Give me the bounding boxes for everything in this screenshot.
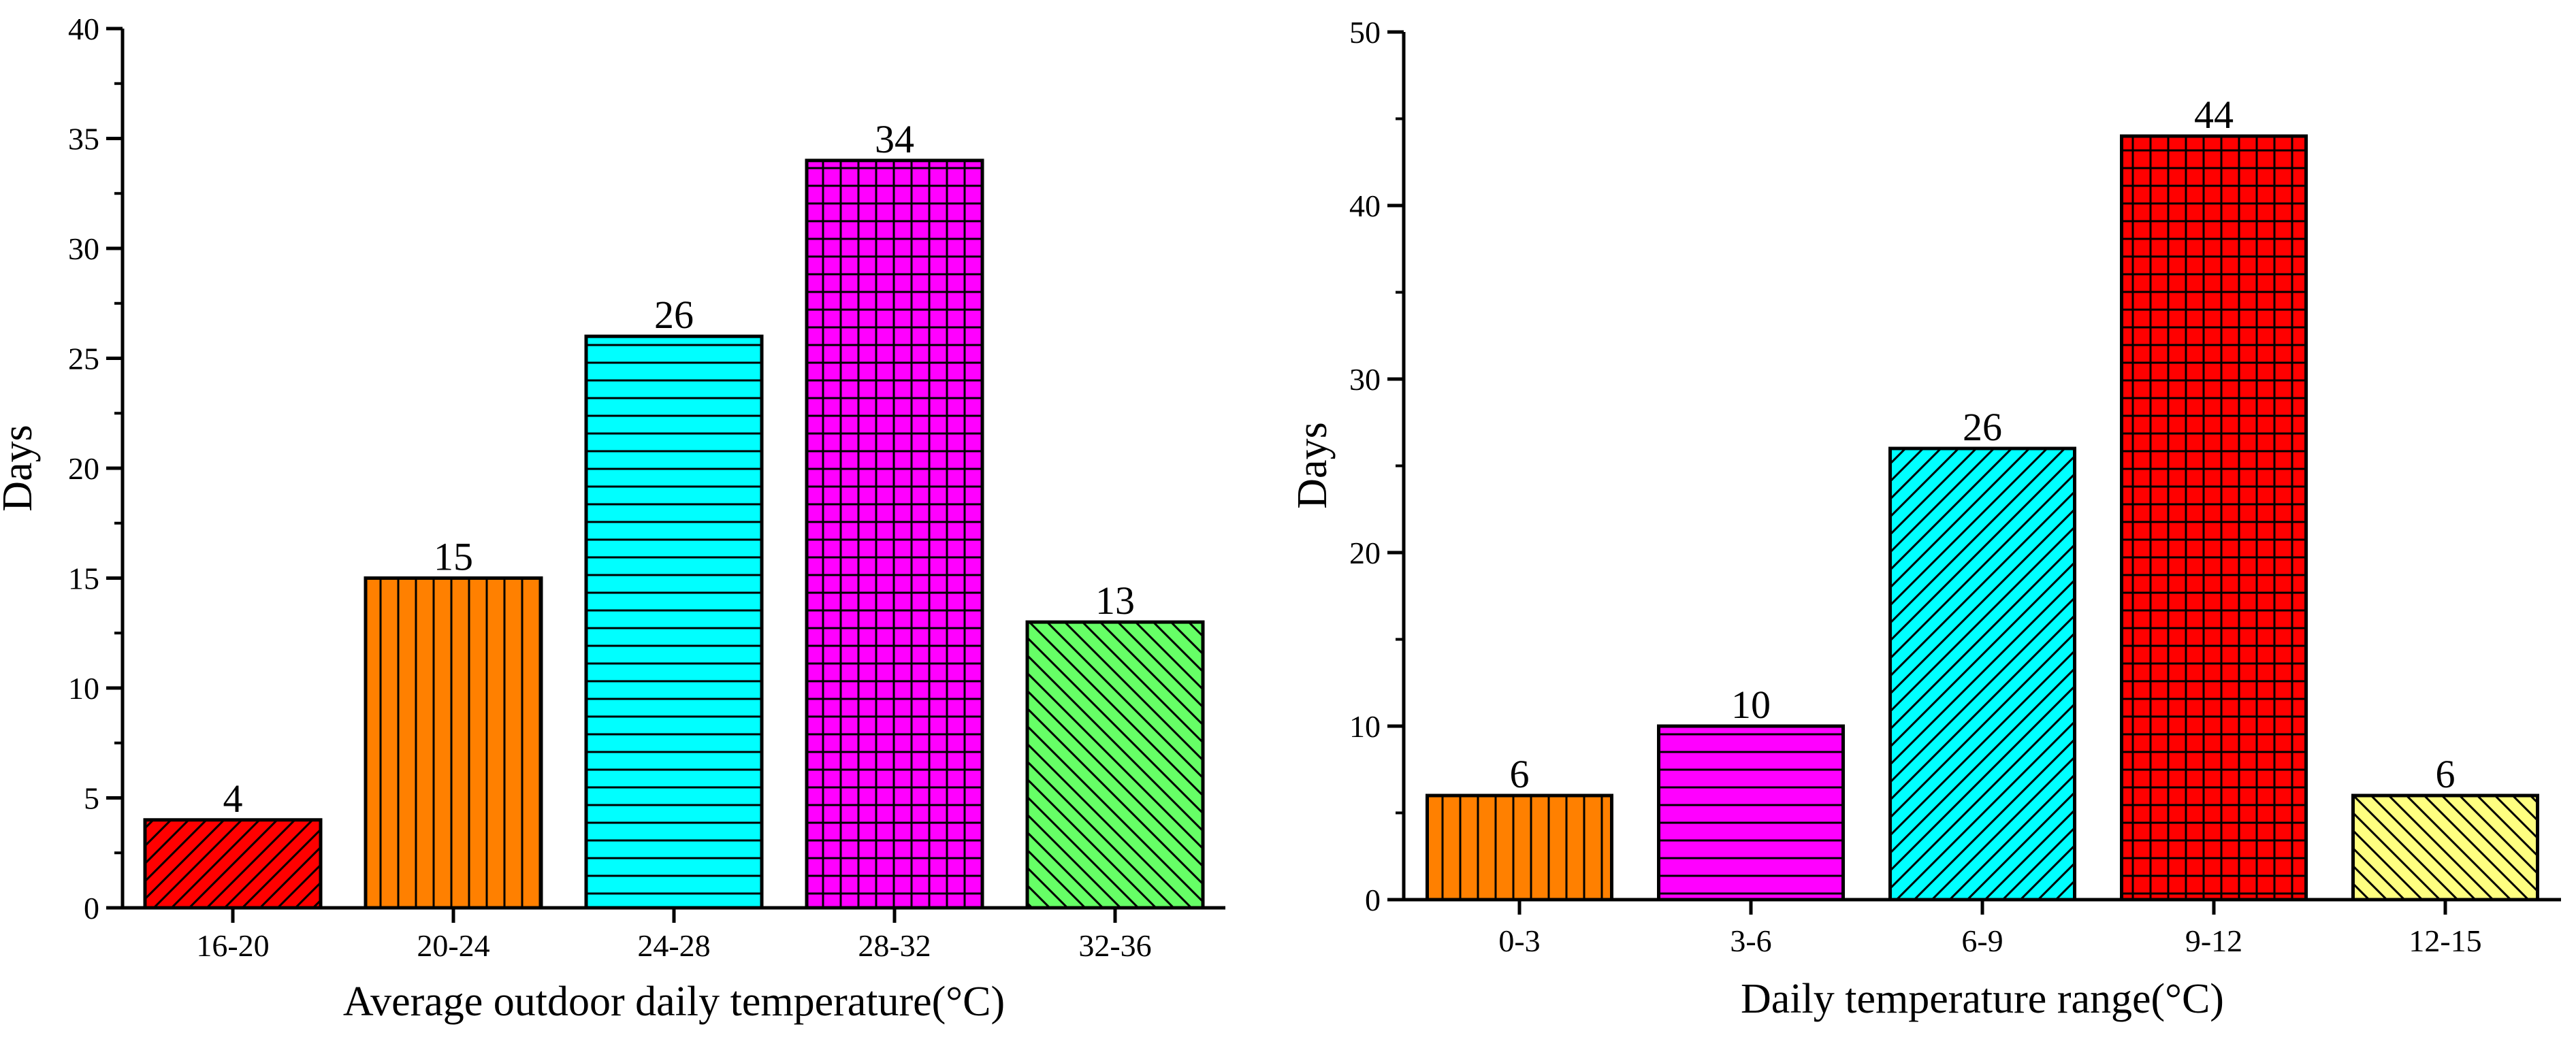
- y-tick-label: 30: [68, 231, 99, 266]
- data-label: 34: [875, 117, 914, 161]
- x-tick-label: 9-12: [2185, 923, 2242, 958]
- chart-2: 6 0-3 10 3-6 26 6-9 44 9-12 6 12-15 0 10 20 30 40 50 Dai…: [1289, 15, 2561, 1022]
- y-tick-label: 40: [68, 12, 99, 46]
- data-label: 13: [1095, 578, 1135, 623]
- y-tick-label: 20: [1349, 536, 1381, 570]
- x-tick-label: 16-20: [196, 928, 269, 963]
- y-axis-title: Days: [1289, 422, 1336, 508]
- y-tick-label: 5: [84, 781, 99, 816]
- x-tick-label: 24-28: [637, 928, 710, 963]
- bar-20-24: [364, 576, 543, 910]
- bar-0-3: [1426, 793, 1613, 902]
- x-axis-title: Average outdoor daily temperature(°C): [343, 979, 1005, 1025]
- chart-1: 4 16-20 15 20-24 26 24-28 34 28-32 13 32-36 0 5 10 15…: [0, 12, 1225, 1025]
- x-tick-label: 28-32: [858, 928, 931, 963]
- y-tick-label: 10: [68, 671, 99, 706]
- bar-28-32: [805, 159, 984, 910]
- y-tick-label: 30: [1349, 362, 1381, 397]
- data-label: 4: [223, 776, 243, 821]
- x-tick-label: 32-36: [1078, 928, 1151, 963]
- y-tick-label: 0: [1365, 883, 1381, 917]
- bar-32-36: [1025, 620, 1205, 910]
- data-label: 6: [2436, 752, 2456, 796]
- data-label: 44: [2194, 93, 2234, 137]
- x-tick-label: 20-24: [417, 928, 489, 963]
- x-tick-label: 12-15: [2409, 923, 2481, 958]
- bar-24-28: [584, 334, 764, 910]
- bar-6-9: [1888, 446, 2076, 902]
- y-tick-label: 10: [1349, 709, 1381, 744]
- x-tick-label: 3-6: [1730, 923, 1771, 958]
- data-label: 15: [434, 535, 473, 579]
- x-tick-label: 6-9: [1961, 923, 2003, 958]
- y-tick-label: 0: [84, 891, 99, 926]
- y-axis-title: Days: [0, 425, 41, 511]
- y-tick-label: 25: [68, 342, 99, 376]
- y-tick-label: 35: [68, 122, 99, 157]
- y-tick-label: 40: [1349, 189, 1381, 223]
- bar-9-12: [2120, 134, 2308, 902]
- data-label: 26: [654, 293, 694, 337]
- y-tick-label: 20: [68, 451, 99, 486]
- x-tick-label: 0-3: [1498, 923, 1540, 958]
- y-tick-label: 50: [1349, 15, 1381, 50]
- bar-12-15: [2351, 793, 2539, 902]
- bar-3-6: [1657, 724, 1845, 902]
- data-label: 10: [1731, 683, 1771, 727]
- data-label: 26: [1963, 405, 2002, 449]
- data-label: 6: [1510, 752, 1530, 796]
- x-axis-title: Daily temperature range(°C): [1741, 976, 2224, 1022]
- bar-16-20: [143, 818, 323, 910]
- y-tick-label: 15: [68, 561, 99, 596]
